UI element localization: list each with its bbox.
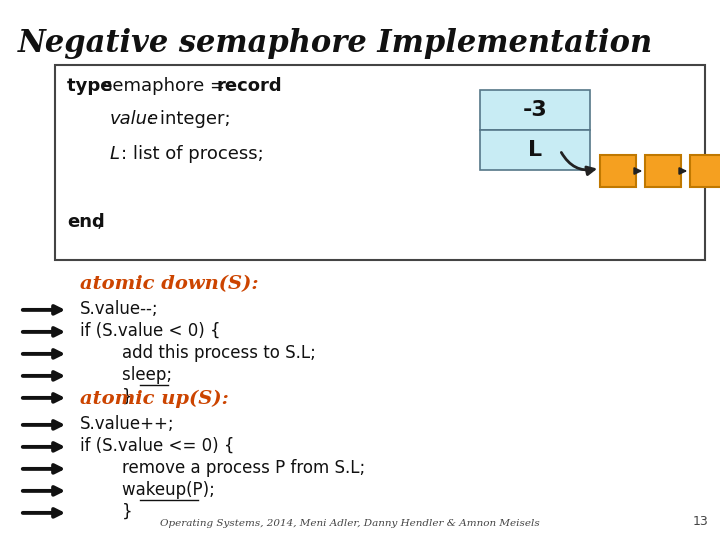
Text: semaphore =: semaphore = [103, 77, 230, 95]
Text: }: } [80, 388, 132, 406]
Text: if (S.value <= 0) {: if (S.value <= 0) { [80, 437, 235, 455]
Bar [690, 155, 720, 187]
Text: record: record [217, 77, 283, 95]
Bar [645, 155, 681, 187]
Text: }: } [80, 503, 132, 521]
Text: L: L [528, 140, 542, 160]
Text: : list of process;: : list of process; [121, 145, 264, 163]
Text: Operating Systems, 2014, Meni Adler, Danny Hendler & Amnon Meisels: Operating Systems, 2014, Meni Adler, Dan… [160, 519, 540, 528]
Text: atomic down(S):: atomic down(S): [80, 275, 258, 293]
Bar [55, 65, 705, 260]
Text: type: type [67, 77, 119, 95]
Text: if (S.value < 0) {: if (S.value < 0) { [80, 322, 220, 340]
Text: remove a process P from S.L;: remove a process P from S.L; [80, 459, 365, 477]
Text: ;: ; [97, 213, 103, 231]
Text: wakeup(P);: wakeup(P); [80, 481, 215, 499]
Text: S.value--;: S.value--; [80, 300, 158, 318]
Text: : integer;: : integer; [148, 110, 230, 128]
Text: value: value [110, 110, 159, 128]
Text: L: L [110, 145, 120, 163]
Text: S.value++;: S.value++; [80, 415, 175, 433]
Text: Negative semaphore Implementation: Negative semaphore Implementation [18, 28, 653, 59]
Bar [480, 90, 590, 130]
Bar [600, 155, 636, 187]
Text: atomic up(S):: atomic up(S): [80, 390, 229, 408]
Text: -3: -3 [523, 100, 547, 120]
Text: sleep;: sleep; [80, 366, 172, 384]
Bar [480, 130, 590, 170]
Text: add this process to S.L;: add this process to S.L; [80, 344, 316, 362]
Text: end: end [67, 213, 104, 231]
Text: 13: 13 [692, 515, 708, 528]
